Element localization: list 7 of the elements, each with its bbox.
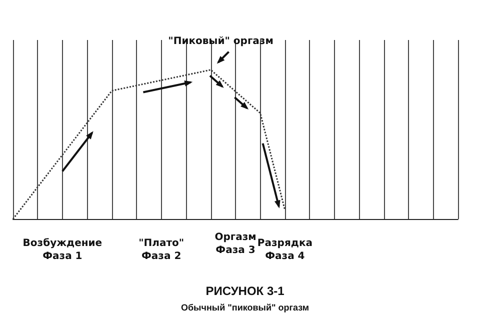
text: Оргазм Фаза 3 <box>214 231 256 257</box>
text: Возбуждение Фаза 1 <box>22 237 102 263</box>
text: "Пиковый" оргазм <box>168 34 274 48</box>
text: "Плато" Фаза 2 <box>138 237 184 263</box>
text: Обычный "пиковый" оргазм <box>180 302 310 312</box>
text: РИСУНОК 3-1 <box>206 284 285 298</box>
text: Разрядка Фаза 4 <box>257 237 312 263</box>
